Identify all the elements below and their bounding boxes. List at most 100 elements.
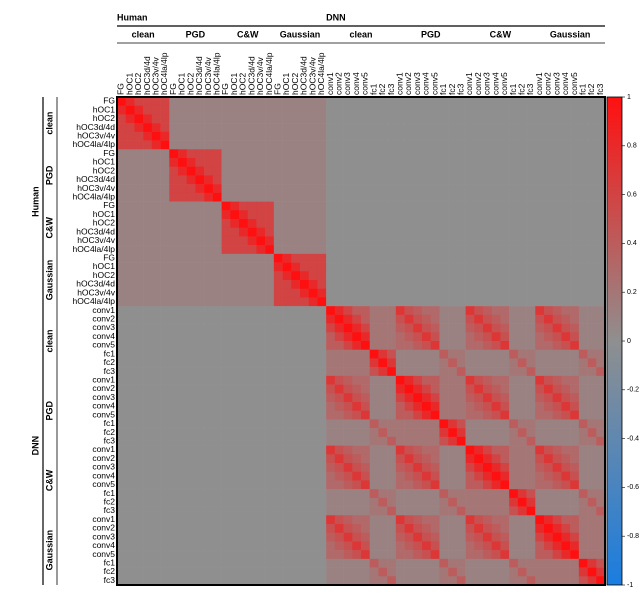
column-label: hOC3v/4v (150, 56, 160, 95)
cell (422, 419, 432, 429)
cell (334, 245, 344, 255)
cell (143, 219, 153, 229)
colorbar-tick-label: 0.6 (627, 191, 637, 198)
cell (125, 550, 135, 560)
cell (587, 532, 597, 542)
cell (578, 123, 588, 133)
cell (439, 480, 449, 490)
cell (544, 436, 554, 446)
cell (352, 262, 362, 272)
cell (125, 497, 135, 507)
cell (439, 236, 449, 246)
cell (300, 236, 310, 246)
cell (221, 227, 231, 237)
cell (535, 201, 545, 211)
cell (247, 149, 257, 159)
cell (500, 114, 510, 124)
cell (308, 323, 318, 333)
cell (343, 471, 353, 481)
cell (596, 463, 606, 473)
cell (247, 480, 257, 490)
cell (352, 480, 362, 490)
cell (578, 140, 588, 150)
cell (430, 428, 440, 438)
cell (535, 297, 545, 307)
cell (456, 393, 466, 403)
cell (282, 445, 292, 455)
cell (587, 489, 597, 499)
cell (256, 123, 266, 133)
cell (465, 558, 475, 568)
cell (456, 158, 466, 168)
cell (395, 497, 405, 507)
cell (509, 149, 519, 159)
cell (517, 131, 527, 141)
cell (552, 558, 562, 568)
cell (151, 445, 161, 455)
cell (361, 227, 371, 237)
cell (239, 297, 249, 307)
cell (552, 149, 562, 159)
cell (143, 393, 153, 403)
cell (448, 358, 458, 368)
cell (552, 280, 562, 290)
cell (526, 210, 536, 220)
cell (143, 419, 153, 429)
cell (117, 201, 127, 211)
cell (204, 532, 214, 542)
cell (317, 149, 327, 159)
cell (517, 184, 527, 194)
cell (526, 558, 536, 568)
cell (474, 184, 484, 194)
cell (212, 341, 222, 351)
cell (561, 393, 571, 403)
cell (544, 506, 554, 516)
cell (308, 419, 318, 429)
cell (491, 358, 501, 368)
cell (369, 227, 379, 237)
cell (178, 541, 188, 551)
cell (117, 105, 127, 115)
cell (509, 323, 519, 333)
cell (326, 184, 336, 194)
cell (552, 306, 562, 316)
cell (378, 158, 388, 168)
cell (395, 280, 405, 290)
cell (578, 166, 588, 176)
cell (265, 410, 275, 420)
cell (369, 201, 379, 211)
cell (483, 262, 493, 272)
cell (343, 314, 353, 324)
cell (117, 489, 127, 499)
cell (343, 210, 353, 220)
cell (143, 158, 153, 168)
cell (186, 219, 196, 229)
cell (273, 419, 283, 429)
cell (134, 245, 144, 255)
cell (291, 471, 301, 481)
cell (117, 253, 127, 263)
cell (125, 219, 135, 229)
cell (439, 332, 449, 342)
cell (361, 480, 371, 490)
cell (239, 576, 249, 586)
cell (265, 445, 275, 455)
cell (273, 271, 283, 281)
cell (596, 280, 606, 290)
cell (186, 349, 196, 359)
cell (256, 288, 266, 298)
cell (291, 297, 301, 307)
cell (239, 323, 249, 333)
cell (361, 402, 371, 412)
cell (317, 445, 327, 455)
cell (596, 297, 606, 307)
cell (273, 245, 283, 255)
cell (413, 541, 423, 551)
cell (361, 184, 371, 194)
cell (387, 297, 397, 307)
cell (212, 349, 222, 359)
cell (134, 480, 144, 490)
cell (204, 436, 214, 446)
cell (352, 123, 362, 133)
cell (361, 341, 371, 351)
